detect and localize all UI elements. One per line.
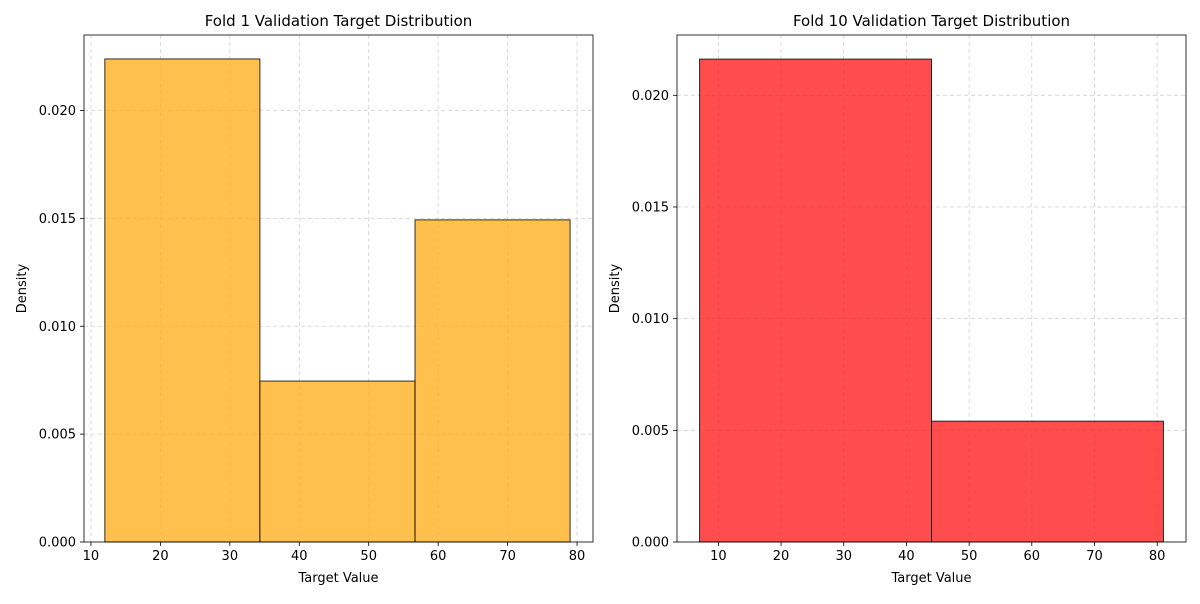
y-tick-label: 0.010 [39,320,76,335]
x-tick-label: 50 [961,549,978,564]
y-axis-label: Density [15,263,30,313]
y-tick-label: 0.020 [39,104,76,119]
x-tick-label: 80 [569,549,586,564]
axes: 10 20 30 40 50 60 70 80 0.000 0.005 0.010 0.015 0.02… [39,34,594,564]
y-tick-label: 0.010 [632,312,669,327]
x-tick-label: 60 [1024,549,1041,564]
y-axis-label: Density [608,263,623,313]
y-tick-label: 0.015 [39,212,76,227]
y-tick-label: 0.005 [39,428,76,443]
y-tick-label: 0.020 [632,89,669,104]
x-axis-label: Target Value [297,571,378,586]
x-tick-label: 10 [83,549,100,564]
x-axis-label: Target Value [890,571,971,586]
x-tick-label: 50 [360,549,377,564]
bars [104,58,571,543]
x-tick-label: 70 [499,549,516,564]
x-tick-label: 60 [430,549,447,564]
x-tick-label: 30 [222,549,239,564]
x-tick-label: 20 [152,549,169,564]
axes-frame [676,34,1187,543]
x-tick-label: 40 [291,549,308,564]
subplot-fold-10: 10 20 30 40 50 60 70 80 0.000 0.005 0.010 0.015 0.02… [608,12,1187,586]
x-tick-label: 10 [710,549,727,564]
histogram-bar [699,58,933,543]
subplot-fold-1: 10 20 30 40 50 60 70 80 0.000 0.005 0.010 0.015 0.02… [15,12,594,586]
y-tick-label: 0.000 [632,536,669,551]
y-tick-label: 0.005 [632,424,669,439]
y-tick-label: 0.015 [632,200,669,215]
bars [699,58,1164,543]
histogram-bar [259,380,416,543]
histogram-bar [931,420,1164,543]
x-tick-label: 80 [1149,549,1166,564]
x-tick-label: 20 [773,549,790,564]
y-tick-label: 0.000 [39,536,76,551]
x-tick-label: 70 [1086,549,1103,564]
axes: 10 20 30 40 50 60 70 80 0.000 0.005 0.010 0.015 0.02… [632,34,1187,564]
chart-title: Fold 10 Validation Target Distribution [793,12,1070,30]
histogram-bar [104,58,261,543]
x-tick-label: 40 [898,549,915,564]
axes-frame [83,34,594,543]
chart-title: Fold 1 Validation Target Distribution [205,12,473,30]
x-tick-label: 30 [835,549,852,564]
histogram-bar [414,219,571,543]
